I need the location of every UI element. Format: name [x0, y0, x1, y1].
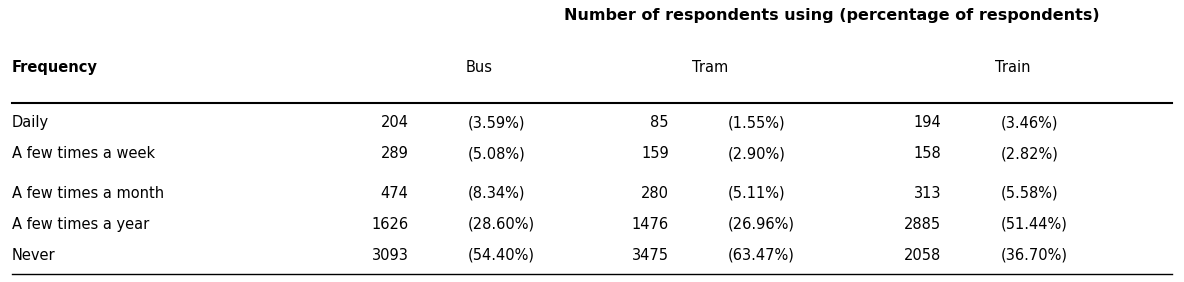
- Text: 158: 158: [914, 146, 941, 161]
- Text: (3.59%): (3.59%): [468, 115, 526, 130]
- Text: 474: 474: [380, 186, 408, 201]
- Text: A few times a month: A few times a month: [12, 186, 163, 201]
- Text: (5.58%): (5.58%): [1000, 186, 1058, 201]
- Text: 85: 85: [650, 115, 669, 130]
- Text: 2058: 2058: [905, 248, 941, 263]
- Text: Never: Never: [12, 248, 56, 263]
- Text: Tram: Tram: [693, 60, 728, 75]
- Text: (36.70%): (36.70%): [1000, 248, 1068, 263]
- Text: 2885: 2885: [905, 217, 941, 232]
- Text: (8.34%): (8.34%): [468, 186, 526, 201]
- Text: A few times a week: A few times a week: [12, 146, 155, 161]
- Text: 280: 280: [641, 186, 669, 201]
- Text: Bus: Bus: [466, 60, 493, 75]
- Text: (28.60%): (28.60%): [468, 217, 535, 232]
- Text: 194: 194: [914, 115, 941, 130]
- Text: (63.47%): (63.47%): [728, 248, 794, 263]
- Text: Daily: Daily: [12, 115, 49, 130]
- Text: (54.40%): (54.40%): [468, 248, 535, 263]
- Text: (2.82%): (2.82%): [1000, 146, 1058, 161]
- Text: 159: 159: [642, 146, 669, 161]
- Text: (51.44%): (51.44%): [1000, 217, 1067, 232]
- Text: (3.46%): (3.46%): [1000, 115, 1058, 130]
- Text: (5.08%): (5.08%): [468, 146, 526, 161]
- Text: 289: 289: [380, 146, 408, 161]
- Text: (2.90%): (2.90%): [728, 146, 786, 161]
- Text: 3093: 3093: [372, 248, 408, 263]
- Text: (26.96%): (26.96%): [728, 217, 796, 232]
- Text: 313: 313: [914, 186, 941, 201]
- Text: 204: 204: [380, 115, 408, 130]
- Text: (1.55%): (1.55%): [728, 115, 786, 130]
- Text: 1626: 1626: [372, 217, 408, 232]
- Text: Frequency: Frequency: [12, 60, 98, 75]
- Text: 1476: 1476: [632, 217, 669, 232]
- Text: 3475: 3475: [632, 248, 669, 263]
- Text: A few times a year: A few times a year: [12, 217, 149, 232]
- Text: Number of respondents using (percentage of respondents): Number of respondents using (percentage …: [564, 8, 1100, 23]
- Text: (5.11%): (5.11%): [728, 186, 786, 201]
- Text: Train: Train: [995, 60, 1030, 75]
